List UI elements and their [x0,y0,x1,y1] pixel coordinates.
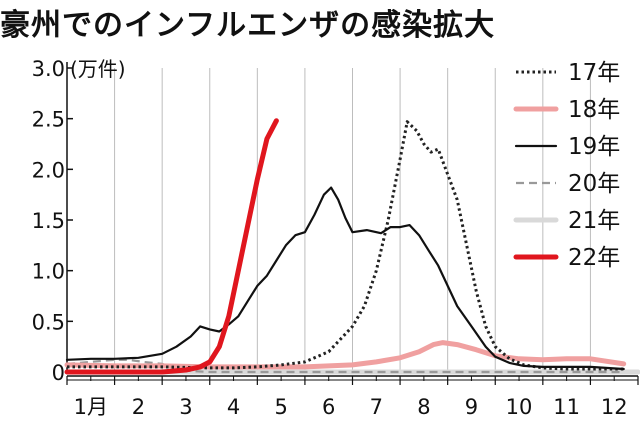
y-tick-label: 2.5 [32,108,65,132]
axes [66,62,639,385]
y-tick-label: 0.5 [32,310,65,334]
x-tick-label: 4 [227,395,240,419]
x-tick-label: 10 [506,395,533,419]
y-tick-label: 0 [52,361,65,385]
x-tick-label: 8 [417,395,430,419]
legend-label-22年: 22年 [568,245,620,271]
x-tick-label: 3 [179,395,192,419]
x-tick-label: 5 [274,395,287,419]
series-line-17年 [67,120,624,371]
legend-label-18年: 18年 [568,97,620,123]
series-line-22年 [64,118,279,375]
legend-label-21年: 21年 [568,208,620,234]
legend-label-20年: 20年 [568,171,620,197]
legend: 17年 18年 19年 20年 21年 22年 [513,60,620,271]
series-line-19年 [65,186,625,371]
y-tick-label: 3.0 [32,57,65,81]
x-tick-label: 2 [132,395,145,419]
y-tick-label: 1.5 [32,209,65,233]
y-tick-label: 2.0 [32,158,65,182]
chart-title: 豪州でのインフルエンザの感染拡大 [0,8,496,43]
series-lines [64,118,640,375]
x-tick-label: 6 [322,395,335,419]
legend-label-17年: 17年 [568,60,620,86]
series-line-18年 [64,340,627,370]
x-tick-label: 1月 [74,395,108,419]
tick-labels: 0 0.5 1.0 1.5 2.0 2.5 3.0 (万件) 1月 2 3 4 5 6 7 8 9 10 11 12 [32,57,628,419]
x-tick-label: 11 [553,395,580,419]
y-unit-label: (万件) [70,57,126,81]
series-line-20年 [66,358,624,374]
legend-label-19年: 19年 [568,134,620,160]
y-tick-label: 1.0 [32,260,65,284]
x-tick-label: 7 [370,395,383,419]
x-tick-label: 9 [465,395,478,419]
x-tick-label: 12 [601,395,628,419]
